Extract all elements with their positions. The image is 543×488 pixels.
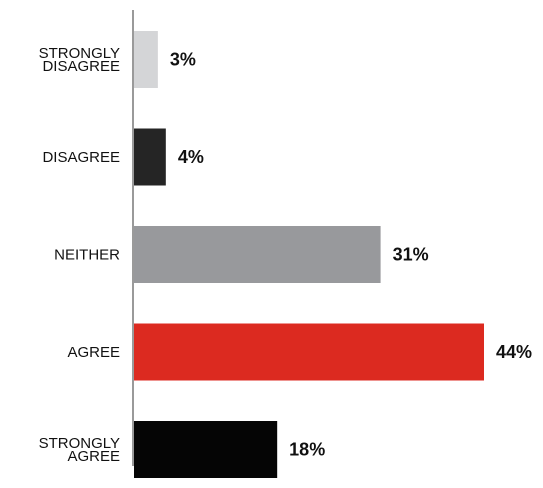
value-label-4: 18% <box>289 440 325 460</box>
value-label-0: 3% <box>170 50 196 70</box>
value-label-3: 44% <box>496 342 532 362</box>
category-label-line: NEITHER <box>54 247 120 264</box>
category-label-line: STRONGLY <box>39 45 120 62</box>
category-label-4: STRONGLY AGREE <box>39 435 120 465</box>
category-label-3: AGREE <box>67 344 120 361</box>
bar-3 <box>134 323 484 381</box>
category-labels-group: STRONGLY DISAGREEDISAGREENEITHERAGREESTRO… <box>39 45 121 465</box>
value-labels-group: 3% 4% 31% 44% 18% <box>170 50 532 460</box>
bar-0 <box>134 31 158 88</box>
category-label-1: DISAGREE <box>42 149 120 166</box>
category-label-2: NEITHER <box>54 247 120 264</box>
bars-group <box>134 31 484 478</box>
value-label-2: 31% <box>393 245 429 265</box>
category-label-line: DISAGREE <box>42 58 120 75</box>
category-label-0: STRONGLY DISAGREE <box>39 45 120 75</box>
category-label-line: AGREE <box>67 344 120 361</box>
bar-1 <box>134 128 166 186</box>
value-label-1: 4% <box>178 147 204 167</box>
category-label-line: DISAGREE <box>42 149 120 166</box>
category-label-line: STRONGLY <box>39 435 120 452</box>
category-label-line: AGREE <box>67 448 120 465</box>
bar-2 <box>134 226 381 283</box>
bar-4 <box>134 421 278 478</box>
